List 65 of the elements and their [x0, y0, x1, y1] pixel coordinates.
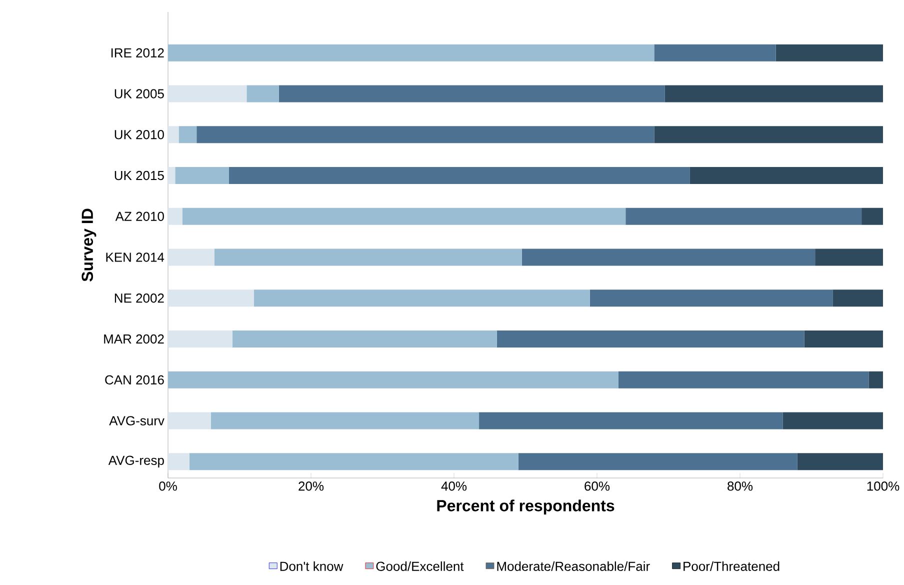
y-tick-label: UK 2005	[114, 89, 164, 98]
bar	[168, 126, 179, 144]
bar	[782, 412, 884, 430]
bar	[168, 248, 214, 266]
y-tick-label: NE 2002	[114, 294, 164, 303]
bar	[654, 126, 884, 144]
bar	[664, 85, 884, 102]
bar	[168, 44, 654, 62]
y-tick-label: AZ 2010	[115, 212, 164, 221]
bar	[168, 167, 176, 184]
x-tick-label: 100%	[867, 482, 900, 491]
bar	[690, 167, 884, 184]
bar	[196, 126, 654, 144]
y-tick-label: KEN 2014	[106, 252, 164, 262]
bar	[168, 412, 211, 430]
bar	[232, 330, 497, 348]
x-tick-label: 20%	[298, 482, 324, 491]
bar	[246, 85, 279, 102]
legend-label: Good/Excellent	[376, 561, 464, 571]
bar	[862, 208, 884, 225]
bar	[175, 167, 229, 184]
y-tick-label: IRE 2012	[111, 48, 164, 58]
bar	[168, 371, 618, 388]
y-axis-title: Survey ID	[82, 208, 96, 282]
bar	[168, 85, 247, 102]
bar	[654, 44, 776, 62]
bar	[832, 290, 884, 307]
bar	[254, 290, 590, 307]
bar	[868, 371, 884, 388]
bar	[776, 44, 884, 62]
bar	[804, 330, 884, 348]
y-tick-label: UK 2015	[114, 170, 164, 180]
legend-label: Don't know	[280, 561, 344, 571]
bar	[479, 412, 783, 430]
bar	[210, 412, 480, 430]
y-tick-label: CAN 2016	[105, 375, 164, 384]
y-tick-label: AVG-surv	[109, 416, 164, 426]
x-tick-label: 0%	[159, 482, 177, 491]
bar	[214, 248, 522, 266]
bar	[797, 453, 884, 470]
x-axis-title: Percent of respondents	[437, 500, 614, 515]
y-tick-label: MAR 2002	[104, 334, 164, 344]
x-tick-label: 40%	[441, 482, 467, 491]
x-tick-label: 60%	[584, 482, 610, 491]
bar	[182, 208, 626, 225]
legend-label: Moderate/Reasonable/Fair	[497, 561, 650, 571]
bar	[618, 371, 869, 388]
bar	[278, 85, 665, 102]
bar	[168, 330, 232, 348]
bar	[815, 248, 884, 266]
bar	[590, 290, 833, 307]
bar	[228, 167, 690, 184]
bar	[168, 453, 190, 470]
y-tick-label: AVG-resp	[108, 456, 164, 468]
bar	[178, 126, 197, 144]
bar	[518, 453, 798, 470]
bar	[626, 208, 862, 225]
bar	[168, 290, 254, 307]
bar	[168, 208, 182, 225]
bar	[496, 330, 804, 348]
bar	[522, 248, 816, 266]
y-tick-label: UK 2010	[114, 130, 164, 140]
x-tick-label: 80%	[728, 482, 753, 491]
bar	[189, 453, 518, 470]
legend-label: Poor/Threatened	[684, 561, 780, 571]
